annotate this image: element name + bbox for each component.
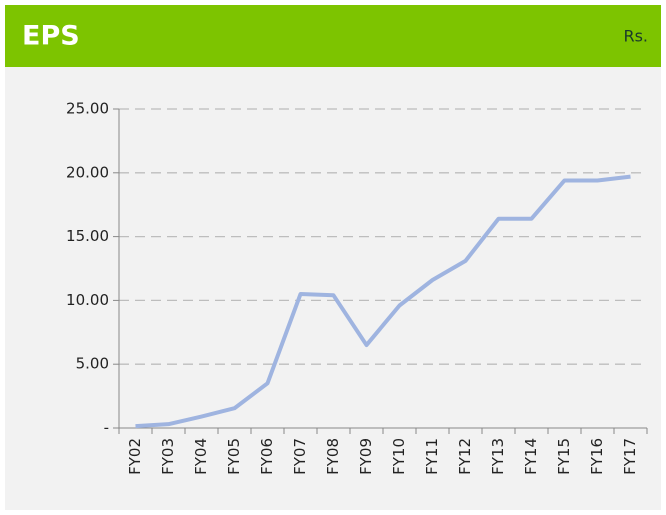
unit-label: Rs. <box>623 27 648 46</box>
x-tick-label: FY02 <box>126 438 144 475</box>
y-tick-label: 5.00 <box>76 355 109 373</box>
data-line <box>135 174 631 429</box>
panel <box>5 67 661 510</box>
header-bar <box>5 5 661 67</box>
x-tick-label: FY11 <box>423 438 441 475</box>
x-tick-label: FY04 <box>192 438 210 475</box>
x-tick-label: FY09 <box>357 438 375 475</box>
x-tick-label: FY17 <box>621 438 639 475</box>
x-tick-label: FY14 <box>522 438 540 475</box>
x-tick-label: FY05 <box>225 438 243 475</box>
x-tick-label: FY06 <box>258 438 276 475</box>
y-tick-label: 10.00 <box>66 291 109 309</box>
chart-title: EPS <box>22 21 80 52</box>
y-tick-label: 20.00 <box>66 163 109 181</box>
x-tick-label: FY10 <box>390 438 408 475</box>
x-tick-label: FY16 <box>588 438 606 475</box>
x-tick-label: FY15 <box>555 438 573 475</box>
x-tick-label: FY12 <box>456 438 474 475</box>
y-tick-label: 25.00 <box>66 100 109 118</box>
y-tick-label: - <box>104 419 109 437</box>
x-tick-label: FY08 <box>324 438 342 475</box>
y-tick-label: 15.00 <box>66 227 109 245</box>
x-tick-label: FY13 <box>489 438 507 475</box>
x-tick-label: FY03 <box>159 438 177 475</box>
x-tick-label: FY07 <box>291 438 309 475</box>
